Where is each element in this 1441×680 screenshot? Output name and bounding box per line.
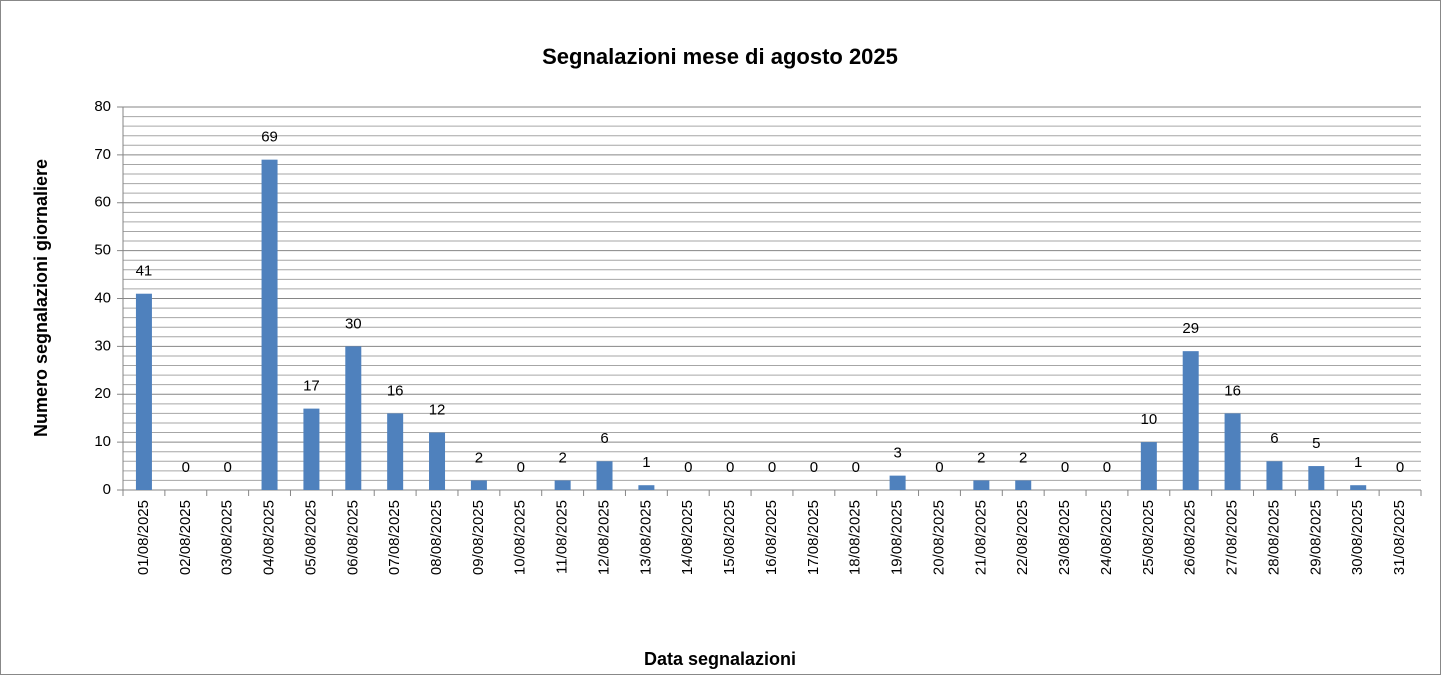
y-tick-label: 80: [94, 98, 111, 115]
bar: [1015, 480, 1032, 490]
data-label: 3: [893, 445, 901, 462]
bar: [261, 159, 278, 490]
bar: [973, 480, 990, 490]
data-label: 0: [182, 459, 190, 476]
y-axis-label: Numero segnalazioni giornaliere: [31, 159, 51, 437]
y-tick-label: 40: [94, 289, 111, 306]
data-label: 0: [852, 459, 860, 476]
bar: [387, 413, 404, 490]
data-label: 10: [1140, 411, 1157, 428]
x-tick-label: 16/08/2025: [763, 500, 780, 575]
data-label: 2: [1019, 449, 1027, 466]
data-label: 0: [1061, 459, 1069, 476]
bar: [470, 480, 487, 490]
x-tick-label: 18/08/2025: [847, 500, 864, 575]
y-tick-label: 50: [94, 242, 111, 259]
bar: [1224, 413, 1241, 490]
x-tick-label: 20/08/2025: [930, 500, 947, 575]
data-label: 2: [475, 449, 483, 466]
x-tick-label: 19/08/2025: [889, 500, 906, 575]
data-label: 41: [136, 263, 153, 280]
x-tick-label: 02/08/2025: [177, 500, 194, 575]
data-label: 12: [429, 402, 446, 419]
x-tick-label: 06/08/2025: [344, 500, 361, 575]
data-label: 0: [684, 459, 692, 476]
data-label: 5: [1312, 435, 1320, 452]
bar: [1266, 461, 1283, 490]
x-tick-label: 14/08/2025: [679, 500, 696, 575]
x-tick-label: 04/08/2025: [261, 500, 278, 575]
bar: [1140, 442, 1157, 490]
bar: [889, 475, 906, 490]
x-tick-label: 28/08/2025: [1265, 500, 1282, 575]
data-label: 16: [387, 382, 404, 399]
bar: [135, 293, 152, 490]
x-axis-label: Data segnalazioni: [644, 649, 796, 669]
x-tick-label: 05/08/2025: [302, 500, 319, 575]
data-label: 2: [558, 449, 566, 466]
x-tick-label: 22/08/2025: [1014, 500, 1031, 575]
bar: [429, 432, 446, 490]
x-tick-label: 30/08/2025: [1349, 500, 1366, 575]
data-label: 0: [517, 459, 525, 476]
x-tick-label: 27/08/2025: [1224, 500, 1241, 575]
x-tick-label: 23/08/2025: [1056, 500, 1073, 575]
data-label: 16: [1224, 382, 1241, 399]
x-tick-label: 08/08/2025: [428, 500, 445, 575]
data-label: 0: [935, 459, 943, 476]
data-label: 0: [726, 459, 734, 476]
y-tick-label: 70: [94, 146, 111, 163]
x-tick-label: 25/08/2025: [1140, 500, 1157, 575]
data-label: 1: [642, 454, 650, 471]
x-tick-label: 11/08/2025: [554, 500, 571, 574]
data-label: 6: [600, 430, 608, 447]
x-tick-label: 07/08/2025: [386, 500, 403, 575]
data-label: 2: [977, 449, 985, 466]
x-tick-label: 01/08/2025: [135, 500, 152, 575]
x-tick-label: 09/08/2025: [470, 500, 487, 575]
data-label: 6: [1270, 430, 1278, 447]
x-tick-label: 13/08/2025: [637, 500, 654, 575]
data-label: 0: [1103, 459, 1111, 476]
bar: [638, 485, 655, 490]
bar: [303, 408, 320, 490]
data-label: 0: [224, 459, 232, 476]
y-tick-label: 20: [94, 385, 111, 402]
bar: [345, 346, 362, 490]
data-label: 17: [303, 378, 320, 395]
x-tick-label: 26/08/2025: [1182, 500, 1199, 575]
x-tick-label: 15/08/2025: [721, 500, 738, 575]
y-tick-label: 30: [94, 337, 111, 354]
x-tick-label: 31/08/2025: [1391, 500, 1408, 575]
chart-title: Segnalazioni mese di agosto 2025: [542, 44, 898, 69]
data-label: 1: [1354, 454, 1362, 471]
bar: [1308, 466, 1325, 490]
data-label: 29: [1182, 320, 1199, 337]
data-label: 0: [810, 459, 818, 476]
data-label: 0: [1396, 459, 1404, 476]
x-tick-label: 10/08/2025: [512, 500, 529, 575]
y-tick-label: 10: [94, 433, 111, 450]
bar: [1182, 351, 1199, 490]
x-tick-label: 03/08/2025: [219, 500, 236, 575]
bar: [554, 480, 571, 490]
y-tick-label: 0: [103, 481, 111, 498]
bar: [596, 461, 613, 490]
data-label: 30: [345, 315, 362, 332]
y-tick-label: 60: [94, 194, 111, 211]
x-tick-label: 24/08/2025: [1098, 500, 1115, 575]
x-tick-label: 21/08/2025: [972, 500, 989, 575]
x-tick-label: 12/08/2025: [595, 500, 612, 575]
x-tick-label: 17/08/2025: [805, 500, 822, 575]
data-label: 69: [261, 129, 278, 146]
x-tick-label: 29/08/2025: [1307, 500, 1324, 575]
data-label: 0: [768, 459, 776, 476]
bar: [1350, 485, 1367, 490]
